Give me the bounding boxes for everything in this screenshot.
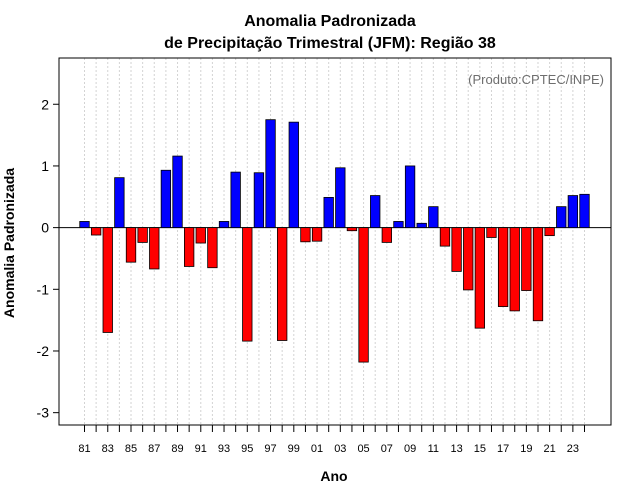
bar-2005	[358, 227, 369, 363]
bar-2001	[311, 227, 323, 242]
x-axis: 81 83 85 87 89 91 93 95 97 99 01 03 05 07 09 11 13 15 17 19…	[78, 425, 585, 455]
bar-2010	[416, 222, 427, 229]
y-axis-label: Anomalia Padronizada	[1, 168, 17, 318]
bar-1983	[102, 227, 113, 333]
y-tick-label: 0	[41, 220, 49, 236]
bar-2008	[393, 221, 404, 229]
grid-layer	[84, 58, 585, 425]
bar-2024	[579, 193, 590, 229]
bar-2016	[486, 227, 497, 238]
x-tick-label: 19	[520, 443, 532, 455]
y-tick-label: 2	[41, 96, 49, 112]
x-tick-label: 03	[334, 443, 346, 455]
credit-text: (Produto:CPTEC/INPE)	[468, 72, 604, 87]
bar-2017	[497, 227, 509, 307]
x-tick-label: 11	[428, 443, 439, 455]
x-tick-label: 13	[450, 443, 462, 455]
x-tick-label: 23	[567, 443, 579, 455]
bar-2013	[451, 227, 462, 272]
bar-1995	[242, 227, 253, 342]
x-tick-label: 85	[125, 443, 137, 455]
chart-title-line2: de Precipitação Trimestral (JFM): Região…	[164, 35, 496, 52]
x-tick-label: 15	[474, 443, 486, 455]
bar-1989	[172, 155, 183, 229]
x-tick-label: 21	[543, 443, 555, 455]
bar-2006	[370, 195, 381, 229]
x-tick-label: 01	[311, 443, 323, 455]
x-tick-label: 91	[195, 443, 207, 455]
bar-2020	[532, 227, 544, 322]
bar-2007	[381, 227, 392, 243]
x-tick-label: 97	[264, 443, 276, 455]
bar-1982	[90, 227, 102, 236]
bars-layer	[79, 119, 590, 363]
y-tick-label: -3	[37, 405, 50, 421]
bar-2018	[509, 227, 520, 312]
bar-1988	[160, 169, 172, 229]
bar-2019	[521, 227, 532, 291]
bar-1993	[218, 221, 230, 229]
bar-2002	[323, 196, 334, 229]
bar-2021	[544, 227, 555, 237]
bar-1999	[288, 121, 299, 229]
chart-title-line1: Anomalia Padronizada	[244, 13, 416, 30]
bar-1997	[265, 119, 276, 229]
x-tick-label: 07	[381, 443, 393, 455]
x-tick-label: 93	[218, 443, 230, 455]
bar-1996	[253, 172, 265, 229]
bar-2014	[463, 227, 474, 291]
y-axis: -3 -2 -1 0 1 2	[37, 96, 59, 421]
bar-2015	[474, 227, 485, 329]
bar-1992	[207, 227, 218, 269]
bar-1994	[230, 171, 241, 229]
plot-frame	[58, 57, 612, 426]
bar-1985	[125, 227, 137, 263]
bar-1998	[277, 227, 288, 341]
y-tick-label: -2	[37, 343, 50, 359]
x-tick-label: 99	[288, 443, 300, 455]
bar-2023	[567, 195, 579, 229]
bar-1984	[114, 177, 125, 229]
bar-1991	[195, 227, 206, 244]
x-tick-label: 81	[78, 443, 90, 455]
x-tick-label: 95	[241, 443, 253, 455]
bar-1986	[137, 227, 148, 243]
bar-2022	[556, 206, 567, 229]
bar-1987	[149, 227, 160, 270]
bar-2011	[428, 206, 439, 229]
x-tick-label: 09	[404, 443, 416, 455]
bar-2009	[404, 165, 416, 229]
x-tick-label: 17	[497, 443, 509, 455]
bar-2000	[300, 227, 311, 243]
x-tick-label: 83	[102, 443, 114, 455]
x-tick-label: 87	[148, 443, 160, 455]
bar-1981	[79, 221, 90, 229]
y-tick-label: 1	[41, 158, 49, 174]
x-axis-label: Ano	[320, 468, 347, 484]
x-tick-label: 89	[171, 443, 183, 455]
bar-2004	[346, 227, 358, 232]
x-tick-label: 05	[357, 443, 369, 455]
bar-2012	[439, 227, 451, 247]
y-tick-label: -1	[37, 281, 50, 297]
bar-2003	[335, 167, 346, 229]
bar-1990	[184, 227, 195, 267]
